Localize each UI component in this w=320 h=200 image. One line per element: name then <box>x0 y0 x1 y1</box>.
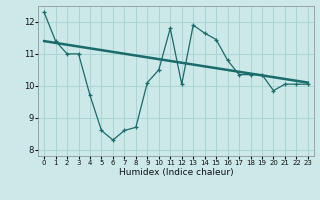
X-axis label: Humidex (Indice chaleur): Humidex (Indice chaleur) <box>119 168 233 177</box>
